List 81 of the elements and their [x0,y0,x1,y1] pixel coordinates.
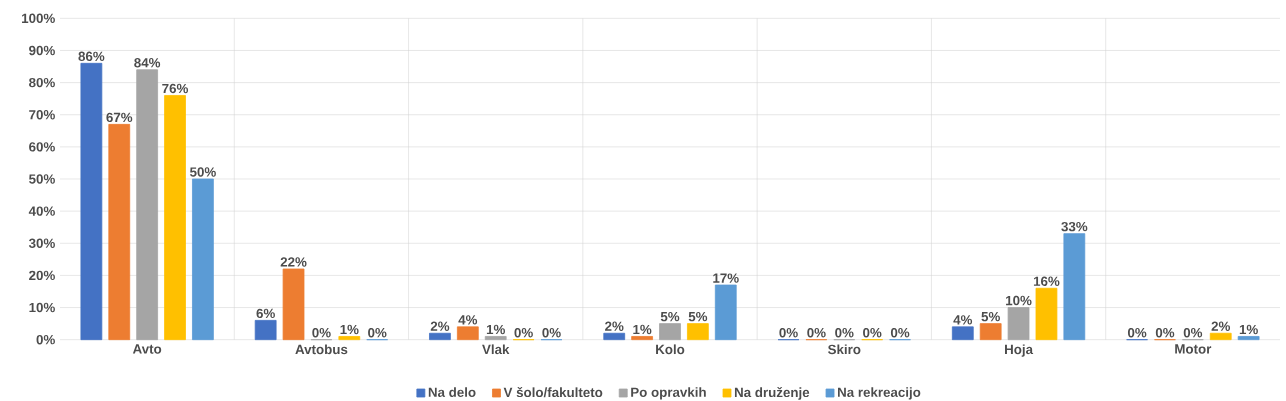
data-label: 76% [162,83,189,94]
legend-label: Po opravkih [631,387,706,400]
data-label: 16% [1033,276,1060,286]
data-label: 4% [953,315,973,325]
y-tick-label: 80% [29,77,55,88]
y-tick-label: 0% [36,334,55,345]
data-label: 5% [660,311,680,322]
data-label: 0% [890,327,910,338]
legend-label: Na delo [428,387,476,397]
x-tick-label: Hoja [1005,344,1034,357]
data-label: 2% [1211,321,1231,331]
data-label: 0% [542,327,561,338]
data-label: 4% [458,315,478,325]
data-label: 0% [312,327,331,338]
bar [631,336,653,341]
data-label: 0% [863,327,882,338]
bar [603,332,626,341]
bar [1209,332,1232,341]
y-tick-label: 20% [29,270,55,281]
bar [1007,307,1030,341]
bar [951,326,974,341]
bar [1063,233,1086,341]
bar [164,95,186,341]
bar [979,323,1002,341]
data-label: 0% [1155,327,1175,338]
data-label: 17% [713,273,739,283]
data-label: 22% [280,257,307,267]
y-tick-label: 50% [29,174,55,184]
bar [484,336,507,341]
data-label: 2% [605,321,624,331]
data-label: 33% [1061,221,1088,232]
data-label: 0% [1127,327,1147,338]
data-label: 1% [340,324,359,335]
bar [659,323,681,341]
data-label: 0% [835,327,854,338]
data-label: 0% [779,327,798,338]
x-tick-label: Avtobus [295,344,348,355]
y-tick-label: 60% [29,142,55,152]
x-tick-label: Kolo [656,344,685,355]
legend-label: Na druženje [734,387,810,400]
bar [80,62,103,341]
bar [108,123,131,341]
legend-label: V šolo/fakulteto [503,387,603,398]
data-label: 2% [430,321,450,331]
data-label: 0% [368,327,387,338]
x-tick-label: Skiro [827,344,861,355]
data-label: 0% [514,327,533,338]
bar [282,268,305,341]
data-label: 1% [486,324,505,335]
data-label: 10% [1006,295,1032,306]
data-label: 5% [688,311,708,322]
data-label: 5% [981,311,1000,322]
y-tick-label: 100% [22,13,55,24]
y-tick-label: 70% [29,110,55,120]
bar [687,323,709,341]
x-tick-label: Avto [132,344,162,354]
bar [1035,287,1058,341]
y-tick-label: 30% [28,238,55,248]
bar [714,284,737,341]
data-label: 0% [807,327,826,338]
bar [338,336,361,341]
data-label: 50% [189,167,216,177]
legend-label: Na rekreacijo [838,387,921,400]
y-tick-label: 10% [29,302,55,313]
data-label: 6% [256,308,275,319]
bar [456,326,479,341]
data-label: 84% [134,58,161,68]
bar [1237,336,1260,341]
x-tick-label: Vlak [482,344,510,355]
bar [136,69,158,341]
bar [254,319,277,341]
data-label: 0% [1183,327,1203,338]
data-label: 1% [633,324,652,335]
y-tick-label: 40% [28,206,55,216]
y-tick-label: 90% [29,45,55,56]
data-label: 86% [78,51,105,62]
x-tick-label: Motor [1175,344,1212,354]
data-label: 67% [106,112,133,123]
bar [192,178,214,341]
data-label: 1% [1239,324,1258,335]
bar [429,332,451,341]
